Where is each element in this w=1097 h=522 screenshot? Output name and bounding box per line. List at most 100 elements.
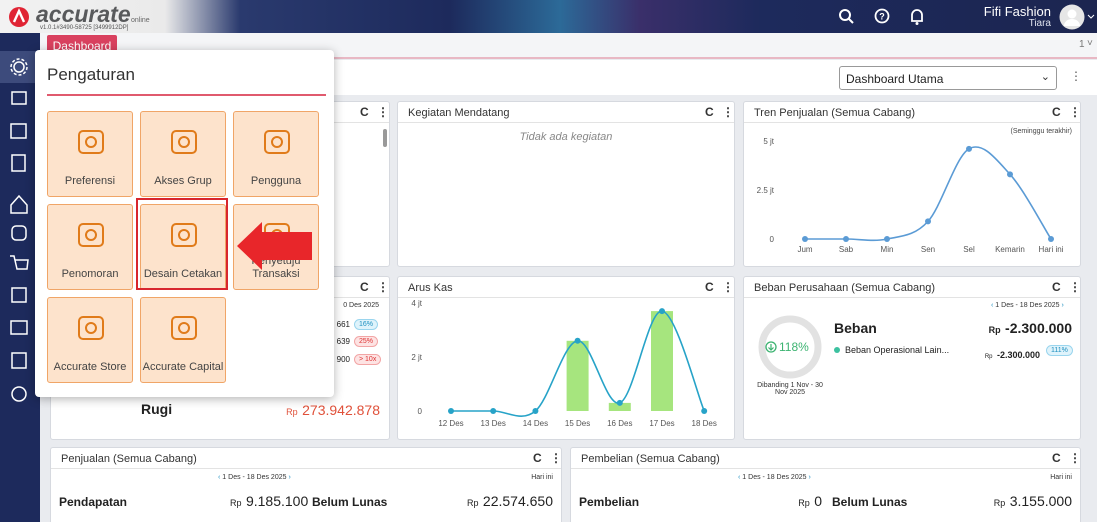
widget-title: Beban Perusahaan (Semua Cabang) xyxy=(754,282,936,294)
amount-value: 3.155.000 xyxy=(1009,493,1072,509)
svg-text:?: ? xyxy=(879,12,885,22)
menu-dots[interactable]: ⋮ xyxy=(1069,280,1081,294)
menu-dots[interactable]: ⋮ xyxy=(377,105,389,119)
divider xyxy=(571,468,1080,469)
chart: 0 2.5 jt 5 jt Jum Sab Min Sen Sel Kemarin Hari in… xyxy=(757,137,1064,254)
top-icons[interactable]: ? xyxy=(838,7,933,27)
logo-sub: online xyxy=(131,17,150,24)
menu-dots[interactable]: ⋮ xyxy=(1069,451,1081,465)
bar xyxy=(651,311,673,411)
x-tick-label: Hari ini xyxy=(1039,245,1064,254)
value: 661 xyxy=(336,320,350,329)
menu-dots[interactable]: ⋮ xyxy=(1070,69,1082,83)
amount: Rp 9.185.100 xyxy=(230,493,308,511)
period-nav[interactable]: ‹ 1 Des - 18 Des 2025 › xyxy=(218,474,291,481)
period: 0 Des 2025 xyxy=(343,302,379,309)
divider xyxy=(398,122,734,123)
scrollbar[interactable] xyxy=(383,129,387,147)
amount-value: 9.185.100 xyxy=(245,493,309,509)
settings-tile[interactable]: Desain Cetakan xyxy=(140,204,226,290)
menu-dots[interactable]: ⋮ xyxy=(1069,105,1081,119)
menu-dots[interactable]: ⋮ xyxy=(722,280,734,294)
settings-tile[interactable]: Penomoran xyxy=(47,204,133,290)
dashboard-select-text: Dashboard Utama xyxy=(846,72,944,86)
point xyxy=(701,408,708,414)
select-arrow: ⌄ xyxy=(1040,71,1050,83)
menu-dots[interactable]: ⋮ xyxy=(377,280,389,294)
avatar[interactable] xyxy=(1058,3,1096,31)
tile-icon xyxy=(171,316,197,340)
refresh-icon[interactable]: C xyxy=(1052,280,1061,294)
currency: Rp xyxy=(466,498,479,508)
tab-page[interactable]: 1 xyxy=(1079,39,1085,50)
widget: Arus Kas C ⋮ 0 2 jt 4 jt 12 Des 13 Des 14 Des 1… xyxy=(397,276,735,440)
tile-icon xyxy=(78,130,104,154)
refresh-icon[interactable]: C xyxy=(1052,451,1061,465)
x-tick-label: Min xyxy=(881,245,894,254)
point xyxy=(448,408,454,414)
widget: Penjualan (Semua Cabang) C ⋮ ‹ 1 Des - 18… xyxy=(50,447,562,522)
currency: Rp xyxy=(286,407,298,417)
settings-tile[interactable]: Akses Grup xyxy=(140,111,226,197)
tile-label: Accurate Store xyxy=(53,361,127,373)
divider xyxy=(744,122,1080,123)
widget-title: Penjualan (Semua Cabang) xyxy=(61,453,197,465)
tile-icon xyxy=(78,223,104,247)
y-tick-label: 4 jt xyxy=(411,299,422,308)
tab-chevron[interactable]: ˅ xyxy=(1087,38,1093,49)
refresh-icon[interactable]: C xyxy=(360,280,369,294)
currency: Rp xyxy=(988,325,1001,335)
refresh-icon[interactable]: C xyxy=(705,280,714,294)
y-tick-label: 2 jt xyxy=(411,353,422,362)
badge: > 10x xyxy=(354,354,382,365)
x-tick-label: Sab xyxy=(839,245,854,254)
popup-title: Pengaturan xyxy=(47,65,135,84)
tile-icon xyxy=(171,130,197,154)
amount-value: 273.942.878 xyxy=(302,402,380,418)
settings-tile[interactable]: Preferensi xyxy=(47,111,133,197)
tile-label: Akses Grup xyxy=(154,175,212,187)
x-tick-label: 17 Des xyxy=(649,419,674,428)
refresh-icon[interactable]: C xyxy=(360,105,369,119)
period: 1 Des - 18 Des 2025 xyxy=(742,474,807,481)
tile-label: Desain Cetakan xyxy=(143,268,223,280)
y-tick-label: 5 jt xyxy=(763,137,774,146)
badge: 25% xyxy=(354,336,379,347)
company: Fifi Fashion xyxy=(983,4,1051,19)
tile-icon xyxy=(171,223,197,247)
refresh-icon[interactable]: C xyxy=(705,105,714,119)
logo-icon xyxy=(9,7,29,27)
bar xyxy=(566,340,589,411)
refresh-icon[interactable]: C xyxy=(533,451,542,465)
dashboard-select[interactable]: Dashboard Utama ⌄ xyxy=(839,66,1057,90)
amount-value: 0 xyxy=(814,493,822,509)
amount: Rp 273.942.878 xyxy=(286,402,380,420)
settings-tile[interactable]: Accurate Capital xyxy=(140,297,226,383)
refresh-icon[interactable]: C xyxy=(1052,105,1061,119)
settings-tile[interactable]: Pengguna xyxy=(233,111,319,197)
settings-tile[interactable]: Accurate Store xyxy=(47,297,133,383)
x-tick-label: 14 Des xyxy=(523,419,548,428)
amount: Rp 3.155.000 xyxy=(994,493,1072,511)
period-nav[interactable]: ‹ 1 Des - 18 Des 2025 › xyxy=(738,474,811,481)
widget: Beban Perusahaan (Semua Cabang) C ⋮ ‹ 1 D… xyxy=(743,276,1081,440)
tile-label: Penomoran xyxy=(61,268,119,280)
x-tick-label: 18 Des xyxy=(692,419,717,428)
item-amount: Rp -2.300.000 xyxy=(985,345,1040,363)
menu-dots[interactable]: ⋮ xyxy=(722,105,734,119)
bar xyxy=(608,402,631,411)
period: 1 Des - 18 Des 2025 xyxy=(222,474,287,481)
settings-popup: Pengaturan Preferensi Akses Grup Pengguna P… xyxy=(35,50,334,397)
amount: Rp 22.574.650 xyxy=(467,493,553,511)
period-nav[interactable]: ‹ 1 Des - 18 Des 2025 › xyxy=(991,302,1064,309)
sidebar xyxy=(0,33,40,522)
badge: 16% xyxy=(354,319,379,330)
menu-dots[interactable]: ⋮ xyxy=(550,451,562,465)
divider xyxy=(744,297,1080,298)
amount: Rp -2.300.000 xyxy=(989,320,1072,338)
x-tick-label: Jum xyxy=(797,245,812,254)
x-tick-label: 12 Des xyxy=(438,419,463,428)
range: Hari ini xyxy=(1050,474,1072,481)
point xyxy=(1007,171,1013,178)
version: v1.0.1#3490-58725 [3499912DP] xyxy=(40,25,129,31)
